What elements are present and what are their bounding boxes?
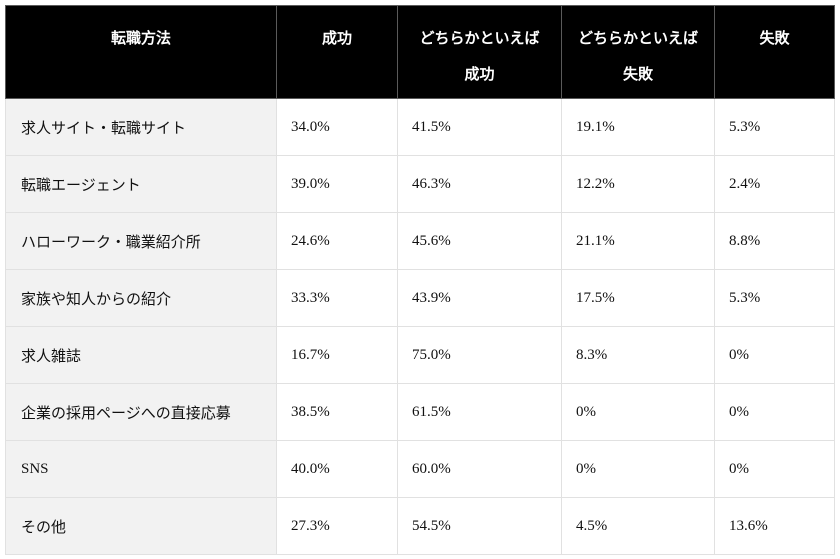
somewhat-success-cell: 75.0% <box>397 326 562 384</box>
header-success-label: 成功 <box>321 31 352 47</box>
success-cell: 27.3% <box>276 497 398 555</box>
table-row: 求人雑誌 16.7% 75.0% 8.3% 0% <box>5 326 835 384</box>
failure-cell: 0% <box>714 440 835 498</box>
somewhat-success-cell: 46.3% <box>397 155 562 213</box>
somewhat-failure-cell: 21.1% <box>561 212 715 270</box>
somewhat-failure-cell: 4.5% <box>561 497 715 555</box>
somewhat-failure-cell: 8.3% <box>561 326 715 384</box>
method-cell: SNS <box>5 440 277 498</box>
success-cell: 40.0% <box>276 440 398 498</box>
table-row: SNS 40.0% 60.0% 0% 0% <box>5 440 835 498</box>
table-row: その他 27.3% 54.5% 4.5% 13.6% <box>5 497 835 555</box>
method-cell: 家族や知人からの紹介 <box>5 269 277 327</box>
method-cell: 転職エージェント <box>5 155 277 213</box>
success-cell: 33.3% <box>276 269 398 327</box>
failure-cell: 13.6% <box>714 497 835 555</box>
header-somewhat-failure: どちらかといえば 失敗 <box>561 5 715 99</box>
table-header: 転職方法 成功 どちらかといえば 成功 どちらかといえば 失敗 失敗 <box>5 5 835 99</box>
somewhat-success-cell: 45.6% <box>397 212 562 270</box>
failure-cell: 0% <box>714 326 835 384</box>
header-somewhat-failure-line2: 失敗 <box>622 67 653 83</box>
success-cell: 34.0% <box>276 98 398 156</box>
table-row: 転職エージェント 39.0% 46.3% 12.2% 2.4% <box>5 155 835 213</box>
somewhat-success-cell: 54.5% <box>397 497 562 555</box>
header-somewhat-success: どちらかといえば 成功 <box>397 5 562 99</box>
somewhat-success-cell: 41.5% <box>397 98 562 156</box>
failure-cell: 5.3% <box>714 98 835 156</box>
method-cell: その他 <box>5 497 277 555</box>
method-cell: 求人雑誌 <box>5 326 277 384</box>
somewhat-failure-cell: 19.1% <box>561 98 715 156</box>
failure-cell: 5.3% <box>714 269 835 327</box>
table-row: ハローワーク・職業紹介所 24.6% 45.6% 21.1% 8.8% <box>5 212 835 270</box>
success-cell: 38.5% <box>276 383 398 441</box>
header-somewhat-failure-line1: どちらかといえば <box>577 31 698 47</box>
somewhat-failure-cell: 0% <box>561 440 715 498</box>
table-row: 企業の採用ページへの直接応募 38.5% 61.5% 0% 0% <box>5 383 835 441</box>
failure-cell: 2.4% <box>714 155 835 213</box>
header-failure-label: 失敗 <box>759 31 790 47</box>
method-cell: 企業の採用ページへの直接応募 <box>5 383 277 441</box>
header-method-label: 転職方法 <box>110 31 171 47</box>
header-failure: 失敗 <box>714 5 835 99</box>
method-cell: 求人サイト・転職サイト <box>5 98 277 156</box>
somewhat-success-cell: 43.9% <box>397 269 562 327</box>
header-somewhat-success-line1: どちらかといえば <box>419 31 540 47</box>
success-cell: 39.0% <box>276 155 398 213</box>
somewhat-success-cell: 60.0% <box>397 440 562 498</box>
table-row: 求人サイト・転職サイト 34.0% 41.5% 19.1% 5.3% <box>5 98 835 156</box>
success-cell: 24.6% <box>276 212 398 270</box>
header-row: 転職方法 成功 どちらかといえば 成功 どちらかといえば 失敗 失敗 <box>5 5 835 99</box>
failure-cell: 0% <box>714 383 835 441</box>
somewhat-failure-cell: 12.2% <box>561 155 715 213</box>
header-method: 転職方法 <box>5 5 277 99</box>
failure-cell: 8.8% <box>714 212 835 270</box>
transfer-method-results-table: 転職方法 成功 どちらかといえば 成功 どちらかといえば 失敗 失敗 求人サイト… <box>5 5 835 555</box>
somewhat-success-cell: 61.5% <box>397 383 562 441</box>
header-somewhat-success-line2: 成功 <box>464 67 495 83</box>
method-cell: ハローワーク・職業紹介所 <box>5 212 277 270</box>
somewhat-failure-cell: 0% <box>561 383 715 441</box>
header-success: 成功 <box>276 5 398 99</box>
table-body: 求人サイト・転職サイト 34.0% 41.5% 19.1% 5.3% 転職エージ… <box>5 98 835 555</box>
somewhat-failure-cell: 17.5% <box>561 269 715 327</box>
table-row: 家族や知人からの紹介 33.3% 43.9% 17.5% 5.3% <box>5 269 835 327</box>
success-cell: 16.7% <box>276 326 398 384</box>
